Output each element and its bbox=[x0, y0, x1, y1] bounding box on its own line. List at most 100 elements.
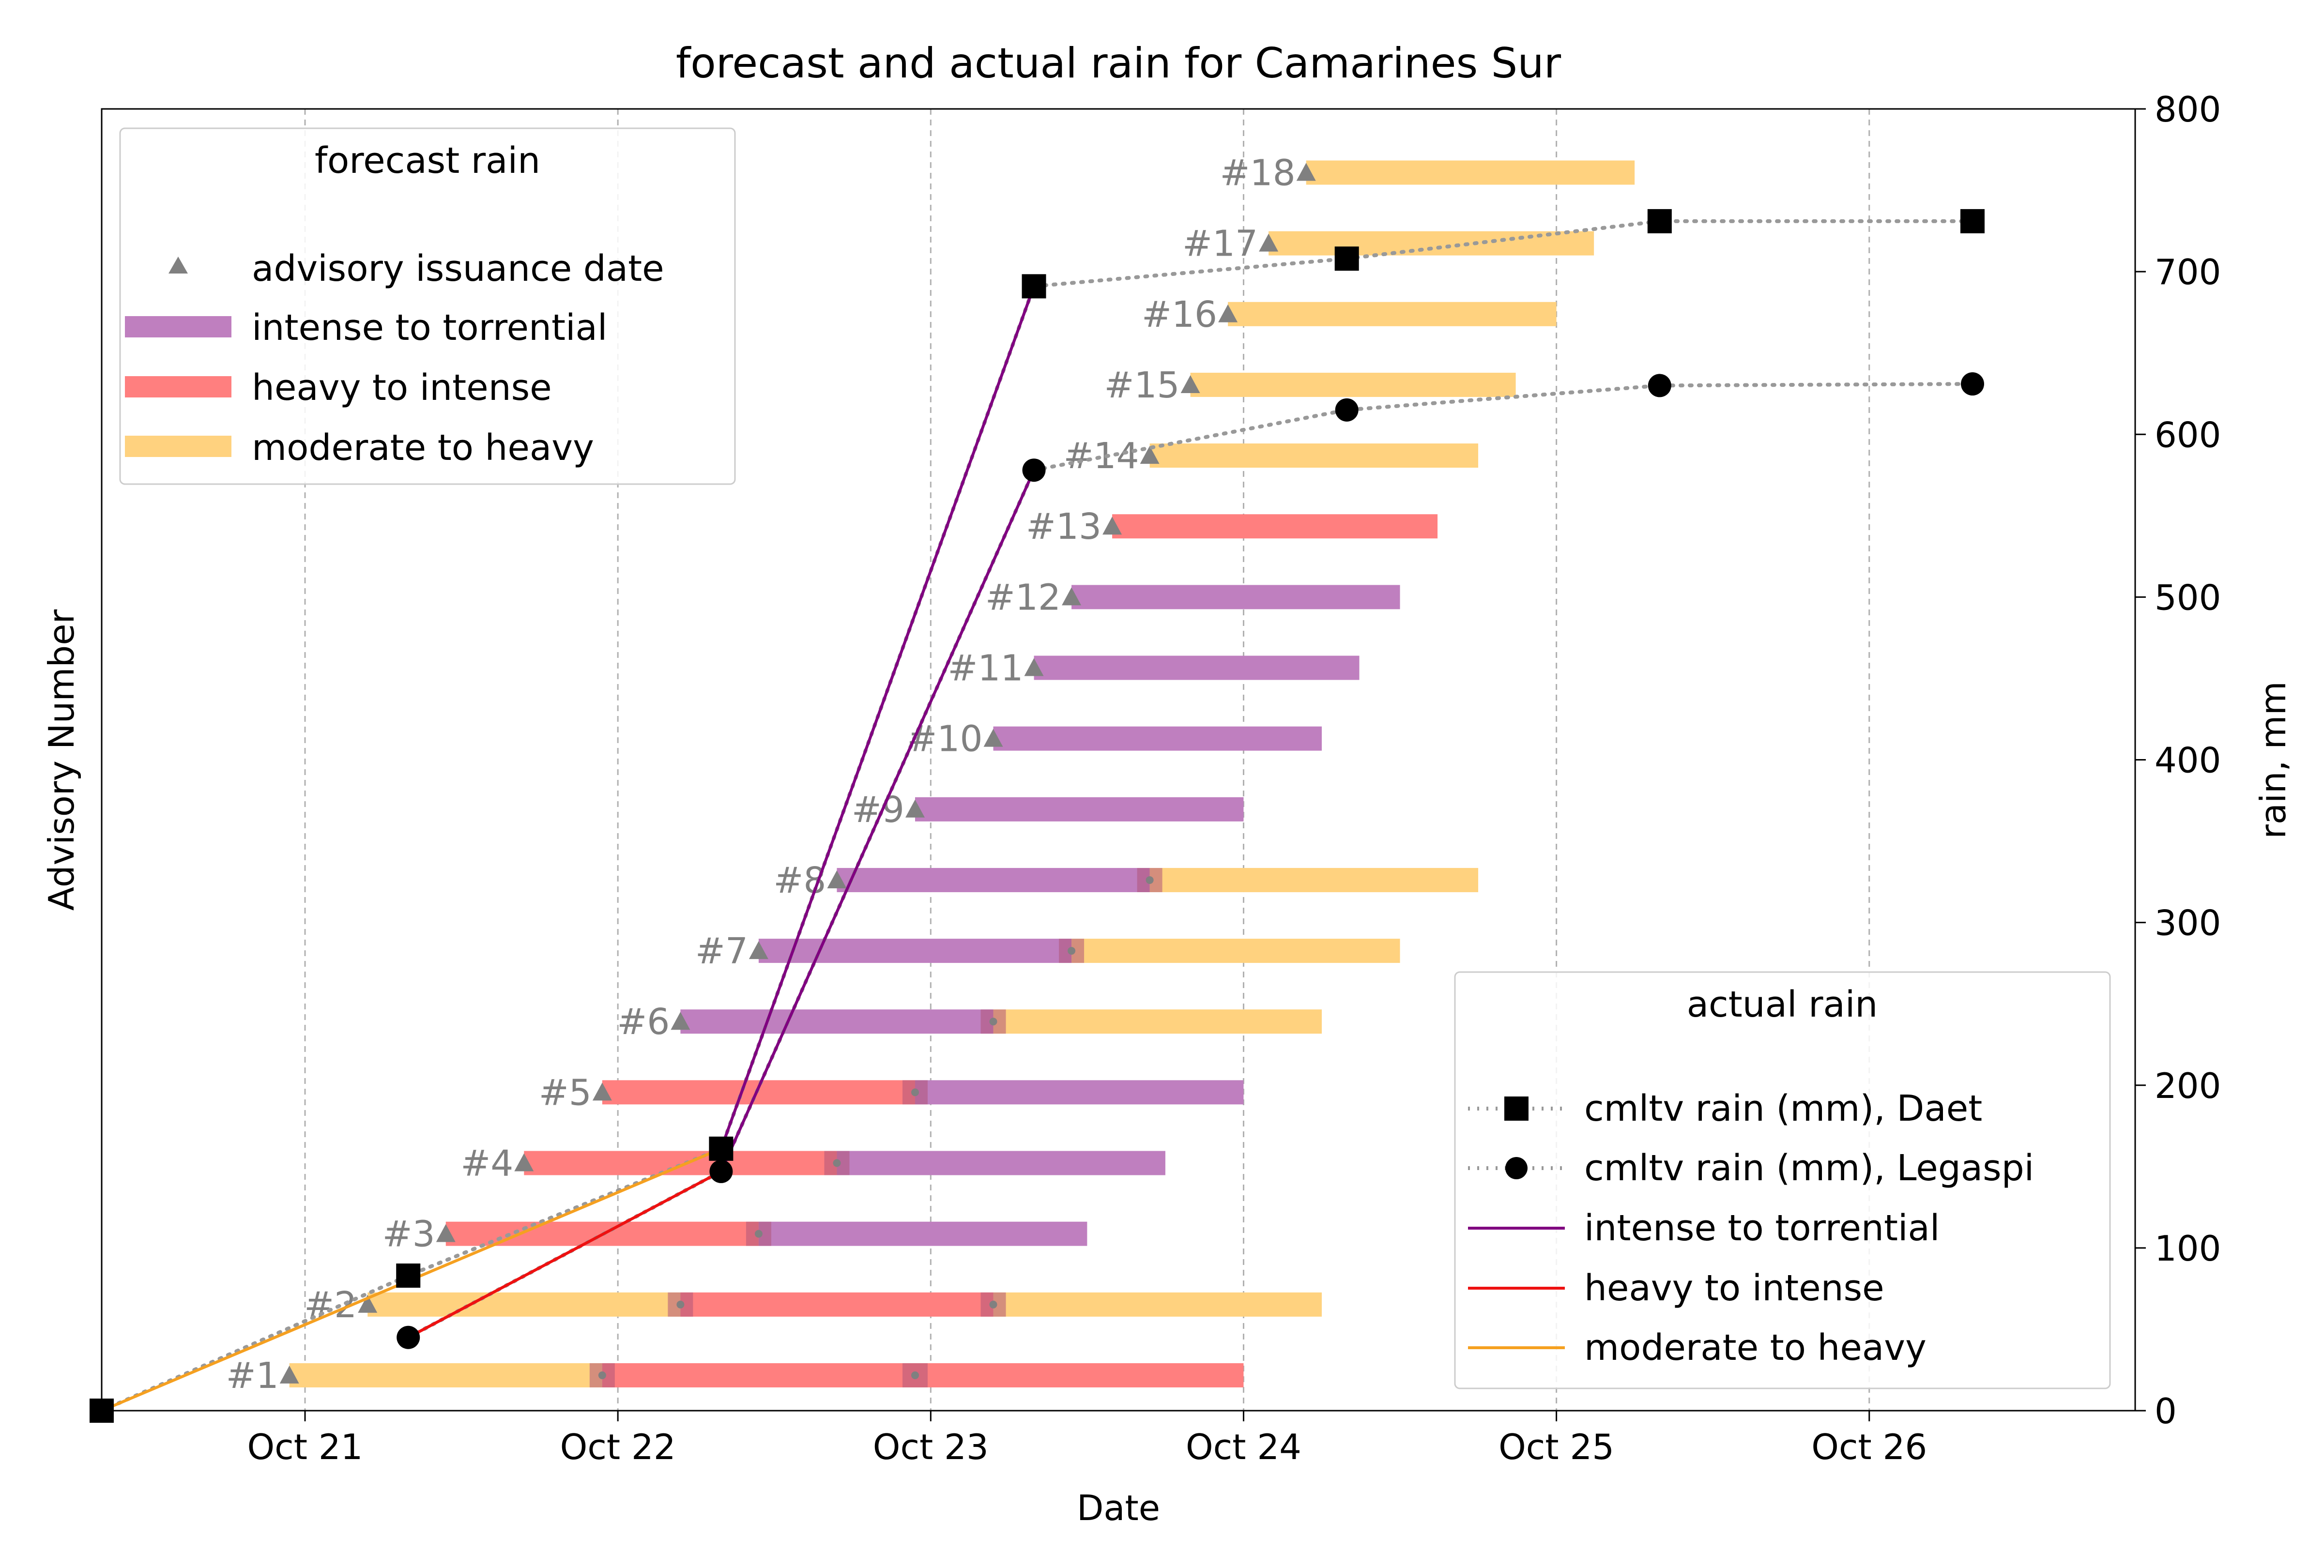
right-y-axis-label: rain, mm bbox=[2253, 681, 2293, 838]
legend-actual-label-moderate: moderate to heavy bbox=[1584, 1327, 1926, 1369]
legaspi-circle-marker bbox=[1023, 458, 1046, 482]
legend-swatch-intense bbox=[125, 316, 231, 337]
forecast-bar-heavy bbox=[524, 1151, 837, 1175]
y-tick-label: 600 bbox=[2155, 414, 2221, 455]
x-axis-label: Date bbox=[1077, 1488, 1160, 1528]
x-tick-label: Oct 22 bbox=[560, 1427, 676, 1467]
legend-actual-label-daet: cmltv rain (mm), Daet bbox=[1584, 1088, 1982, 1129]
forecast-bar-moderate bbox=[1191, 373, 1516, 397]
legend-legaspi-circle-marker bbox=[1505, 1157, 1528, 1179]
x-tick-label: Oct 24 bbox=[1186, 1427, 1301, 1467]
y-tick-label: 500 bbox=[2155, 577, 2221, 618]
forecast-bar-intense bbox=[837, 1151, 1165, 1175]
advisory-label: #13 bbox=[1026, 506, 1101, 548]
advisory-label: #17 bbox=[1182, 223, 1258, 265]
advisory-label: #4 bbox=[460, 1143, 513, 1185]
forecast-bar-moderate bbox=[1150, 443, 1478, 468]
advisory-label: #15 bbox=[1104, 365, 1179, 406]
left-y-axis-label: Advisory Number bbox=[41, 609, 82, 911]
forecast-bar-moderate bbox=[1306, 161, 1635, 185]
advisory-label: #9 bbox=[852, 789, 904, 831]
forecast-bar-moderate bbox=[994, 1293, 1322, 1317]
forecast-bar-intense bbox=[915, 1080, 1243, 1104]
forecast-bar-intense bbox=[680, 1009, 993, 1034]
legend-forecast-label-moderate: moderate to heavy bbox=[252, 427, 594, 469]
advisory-label: #12 bbox=[985, 577, 1061, 618]
x-tick-label: Oct 26 bbox=[1811, 1427, 1927, 1467]
transition-dot-marker bbox=[990, 1018, 997, 1025]
forecast-legend-title: forecast rain bbox=[315, 140, 540, 182]
legend-daet-square-marker bbox=[1504, 1096, 1529, 1121]
chart-title: forecast and actual rain for Camarines S… bbox=[676, 39, 1561, 88]
y-tick-label: 100 bbox=[2155, 1228, 2221, 1269]
forecast-bar-heavy bbox=[680, 1293, 993, 1317]
advisory-label: #1 bbox=[226, 1355, 279, 1397]
transition-dot-marker bbox=[1146, 876, 1154, 884]
legend-forecast-label-issuance: advisory issuance date bbox=[252, 248, 664, 289]
transition-dot-marker bbox=[911, 1371, 919, 1379]
advisory-label: #11 bbox=[948, 648, 1023, 689]
daet-square-marker bbox=[1960, 209, 1985, 233]
legend-swatch-heavy bbox=[125, 376, 231, 397]
transition-dot-marker bbox=[990, 1301, 997, 1309]
forecast-bar-intense bbox=[837, 868, 1149, 892]
legaspi-circle-marker bbox=[1335, 398, 1359, 422]
legend-actual-label-legaspi: cmltv rain (mm), Legaspi bbox=[1584, 1147, 2034, 1189]
daet-square-marker bbox=[1335, 246, 1359, 271]
forecast-bar-moderate bbox=[1150, 868, 1478, 892]
forecast-bar-moderate bbox=[290, 1363, 602, 1387]
legaspi-circle-marker bbox=[1961, 372, 1984, 396]
y-tick-label: 800 bbox=[2155, 89, 2221, 130]
y-tick-label: 0 bbox=[2155, 1391, 2177, 1431]
x-tick-label: Oct 21 bbox=[247, 1427, 363, 1467]
legend-actual-label-intense: intense to torrential bbox=[1584, 1207, 1940, 1249]
transition-dot-marker bbox=[911, 1088, 919, 1096]
legend-actual-label-heavy: heavy to intense bbox=[1584, 1267, 1884, 1309]
transition-dot-marker bbox=[1068, 947, 1075, 955]
forecast-bar-moderate bbox=[1071, 939, 1400, 963]
forecast-bar-moderate bbox=[1269, 231, 1594, 256]
advisory-label: #3 bbox=[382, 1214, 435, 1255]
forecast-bar-intense bbox=[994, 727, 1322, 751]
forecast-bar-intense bbox=[1071, 585, 1400, 609]
advisory-label: #16 bbox=[1142, 294, 1217, 335]
transition-dot-marker bbox=[755, 1230, 763, 1238]
legaspi-circle-marker bbox=[397, 1326, 420, 1349]
forecast-bar-moderate bbox=[994, 1009, 1322, 1034]
x-axis: Oct 21 Oct 22 Oct 23 Oct 24 Oct 25 Oct 26 bbox=[247, 1411, 1927, 1467]
transition-dot-marker bbox=[833, 1159, 841, 1167]
legend-forecast-label-intense: intense to torrential bbox=[252, 307, 607, 349]
advisory-label: #7 bbox=[695, 930, 748, 972]
y-tick-label: 400 bbox=[2155, 740, 2221, 781]
right-y-axis: 0 100 200 300 400 500 600 700 800 bbox=[2135, 89, 2221, 1431]
transition-dot-marker bbox=[676, 1301, 684, 1309]
advisory-label: #14 bbox=[1063, 435, 1139, 477]
legaspi-circle-marker bbox=[1648, 374, 1671, 397]
daet-square-marker bbox=[709, 1137, 733, 1161]
forecast-bar-intense bbox=[759, 939, 1071, 963]
legend-forecast-label-heavy: heavy to intense bbox=[252, 367, 552, 409]
daet-square-marker bbox=[396, 1264, 420, 1288]
forecast-bar-intense bbox=[759, 1222, 1087, 1246]
forecast-legend: forecast rain advisory issuance date int… bbox=[120, 128, 735, 484]
actual-legend-title: actual rain bbox=[1687, 984, 1878, 1025]
forecast-bar-intense bbox=[1034, 656, 1360, 680]
forecast-bar-moderate bbox=[367, 1293, 680, 1317]
forecast-bar-moderate bbox=[1228, 302, 1556, 326]
transition-dot-marker bbox=[598, 1371, 606, 1379]
advisory-label: #18 bbox=[1220, 152, 1296, 194]
forecast-bar-intense bbox=[915, 797, 1243, 822]
legaspi-circle-marker bbox=[709, 1160, 733, 1183]
advisory-label: #5 bbox=[539, 1072, 592, 1113]
y-tick-label: 200 bbox=[2155, 1066, 2221, 1106]
x-tick-label: Oct 25 bbox=[1498, 1427, 1614, 1467]
advisory-label: #6 bbox=[617, 1001, 670, 1043]
daet-square-marker bbox=[1022, 274, 1046, 298]
actual-legend: actual rain cmltv rain (mm), Daet cmltv … bbox=[1455, 972, 2110, 1388]
x-tick-label: Oct 23 bbox=[873, 1427, 989, 1467]
y-tick-label: 300 bbox=[2155, 903, 2221, 944]
y-tick-label: 700 bbox=[2155, 252, 2221, 292]
daet-square-marker bbox=[1648, 209, 1672, 233]
advisory-label: #10 bbox=[907, 718, 982, 760]
